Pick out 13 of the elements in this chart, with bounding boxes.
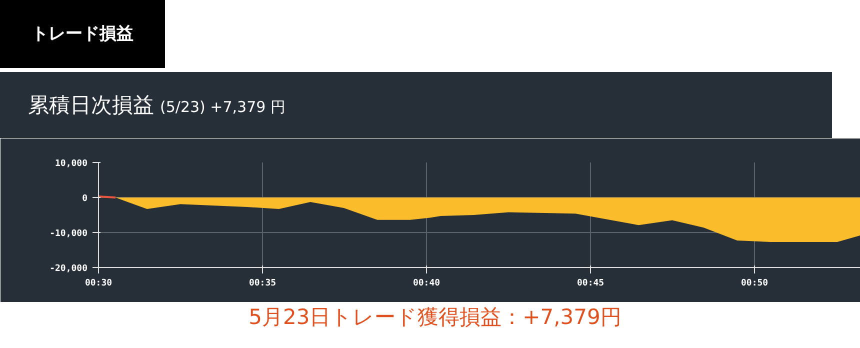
x-tick-label: 00:35 — [248, 278, 276, 288]
y-tick-label: 0 — [82, 194, 88, 204]
y-tick-label: -10,000 — [50, 229, 88, 239]
x-tick-label: 00:40 — [412, 278, 440, 288]
x-tick-label: 00:45 — [576, 278, 604, 288]
chart-title: 累積日次損益 — [28, 93, 154, 117]
x-tick-label: 00:30 — [84, 278, 112, 288]
y-tick-label: -20,000 — [50, 264, 88, 274]
x-tick-label: 00:50 — [741, 278, 768, 288]
text: 5月23日トレード獲得損益：+7,379円 — [248, 304, 622, 331]
chart-subtitle: (5/23) +7,379 円 — [160, 98, 286, 116]
text: トレード損益 — [32, 22, 134, 46]
y-tick-label: 10,000 — [54, 159, 88, 169]
